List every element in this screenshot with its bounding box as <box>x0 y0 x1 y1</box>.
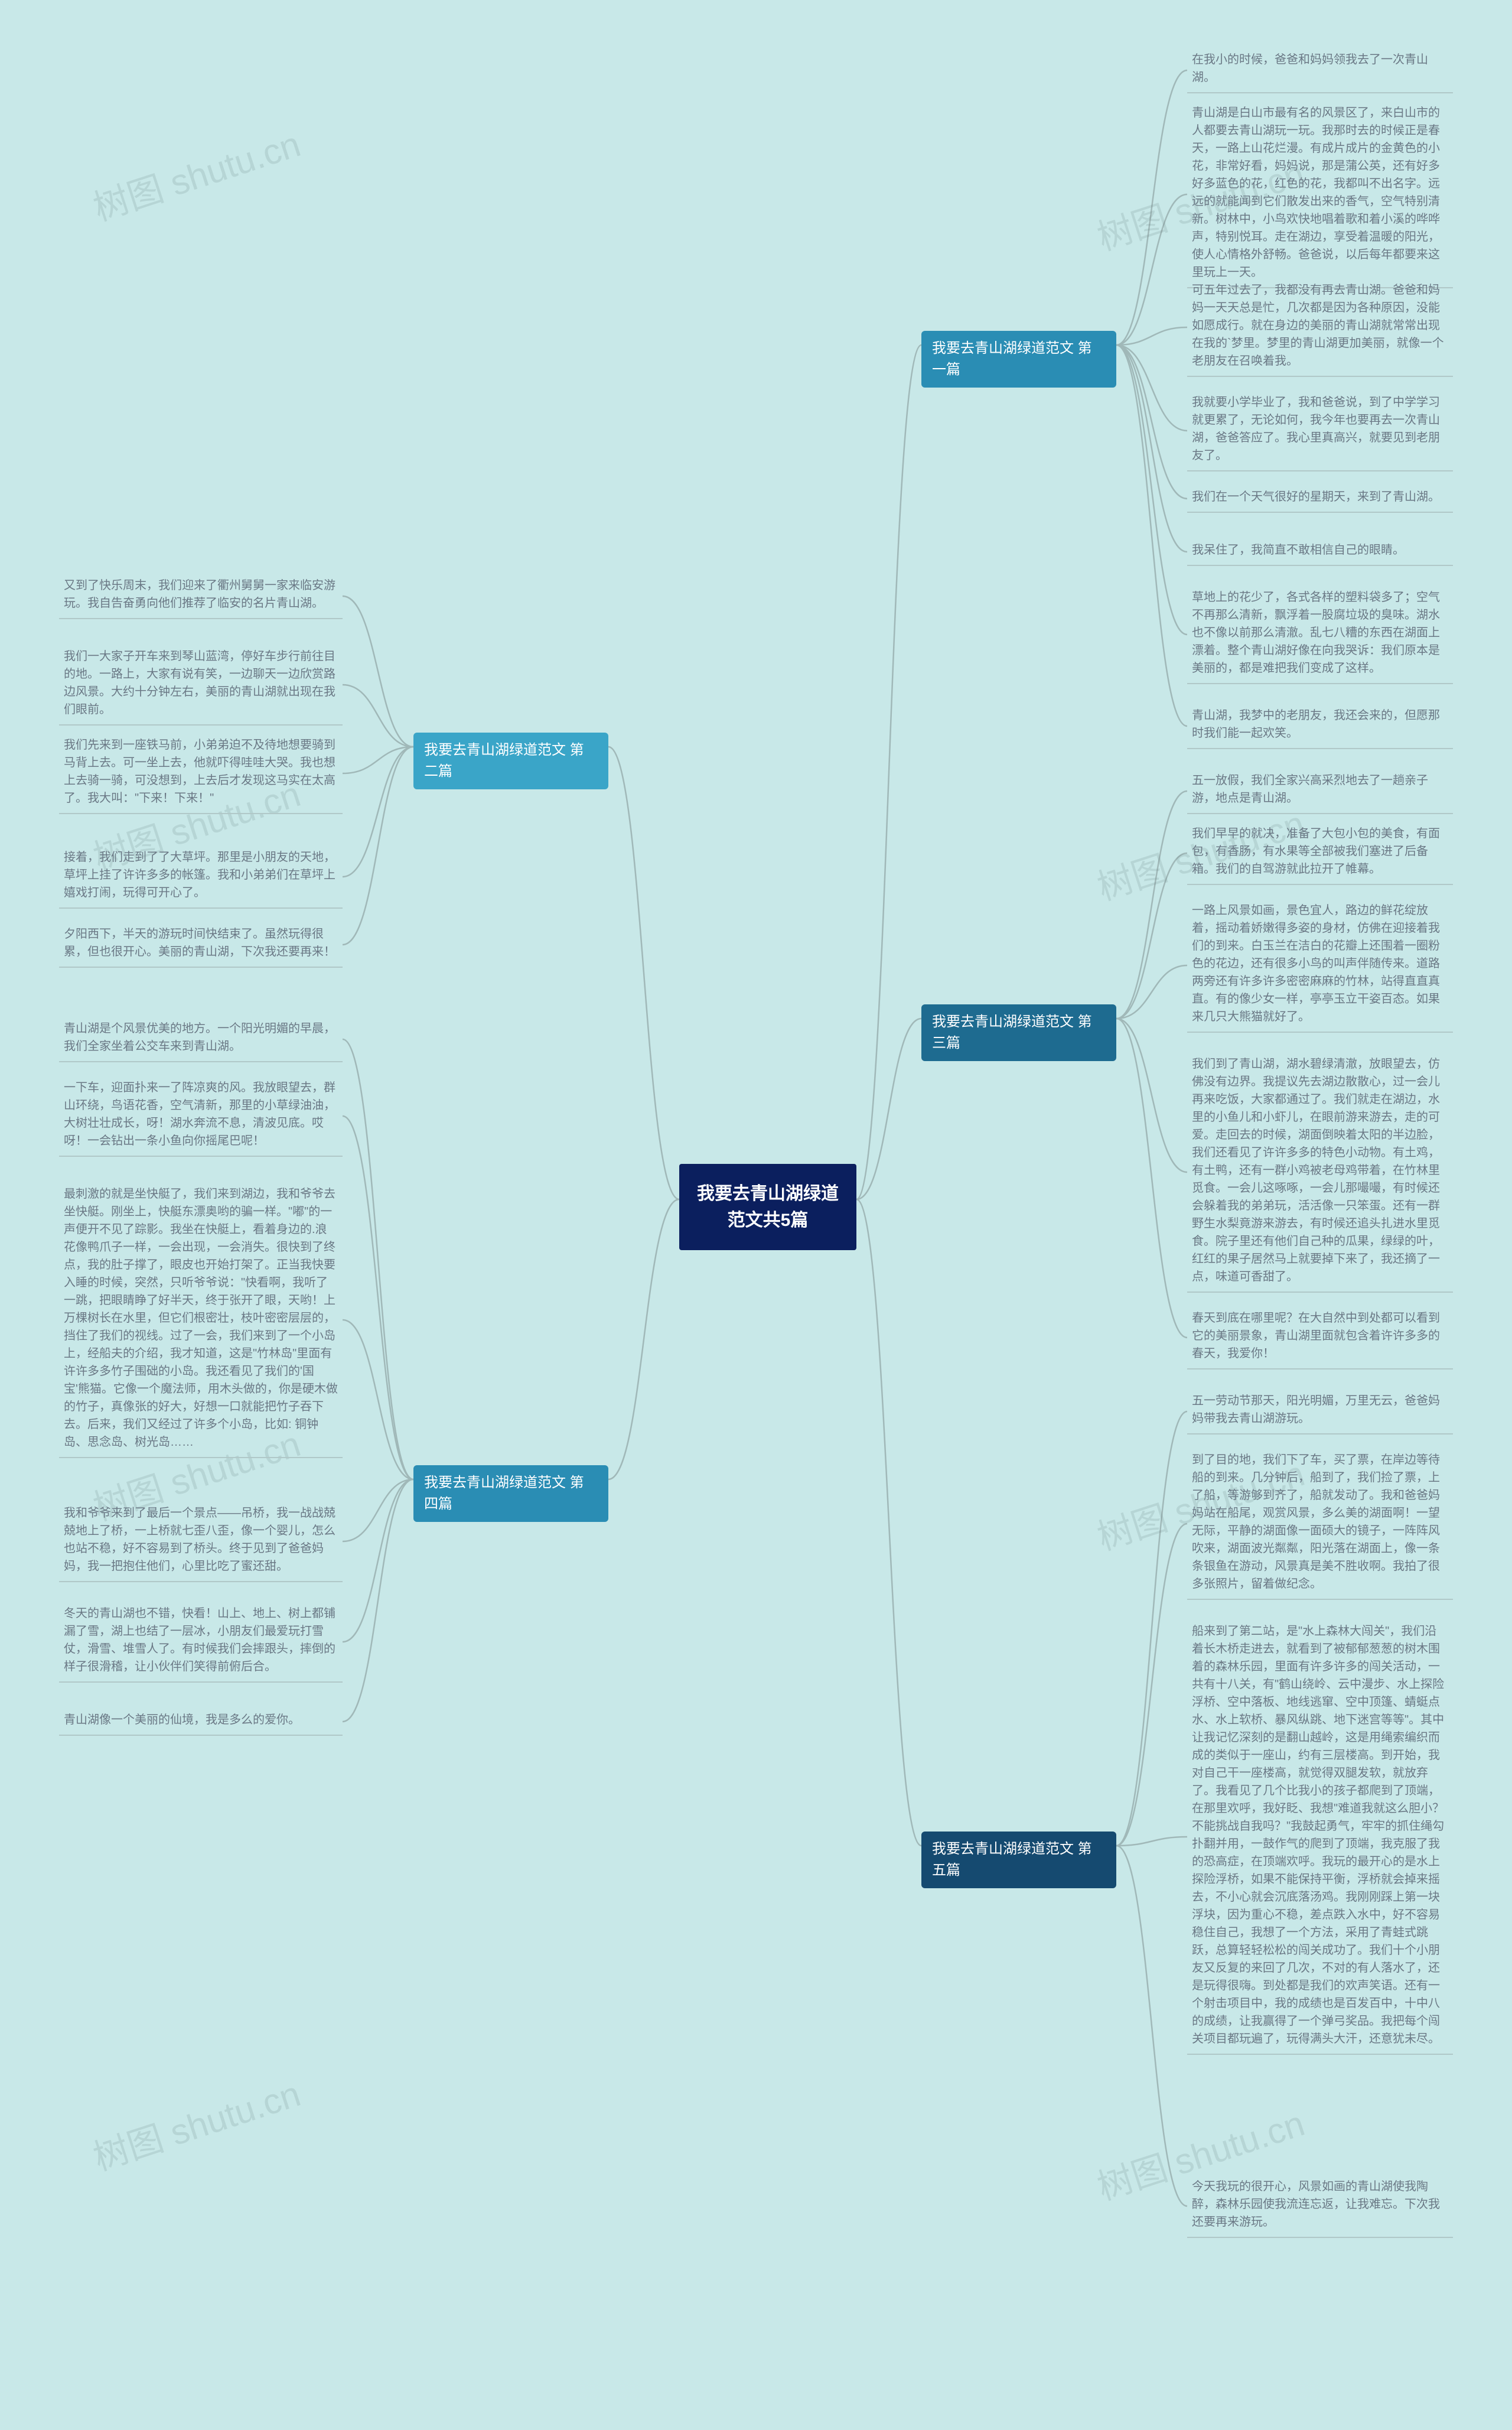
watermark: 树图 shutu.cn <box>86 116 306 231</box>
leaf-node: 我们到了青山湖，湖水碧绿清澈，放眼望去，仿佛没有边界。我提议先去湖边散散心，过一… <box>1187 1052 1453 1293</box>
leaf-node: 青山湖，我梦中的老朋友，我还会来的，但愿那时我们能一起欢笑。 <box>1187 703 1453 749</box>
leaf-node: 春天到底在哪里呢？在大自然中到处都可以看到它的美丽景象，青山湖里面就包含着许许多… <box>1187 1306 1453 1369</box>
leaf-node: 青山湖是白山市最有名的风景区了，来白山市的人都要去青山湖玩一玩。我那时去的时候正… <box>1187 100 1453 288</box>
leaf-node: 我们先来到一座铁马前，小弟弟迫不及待地想要骑到马背上去。可一坐上去，他就吓得哇哇… <box>59 733 343 814</box>
leaf-node: 一下车，迎面扑来一了阵凉爽的风。我放眼望去，群山环绕，鸟语花香，空气清新，那里的… <box>59 1075 343 1157</box>
leaf-node: 我们一大家子开车来到琴山蓝湾，停好车步行前往目的地。一路上，大家有说有笑，一边聊… <box>59 644 343 726</box>
leaf-node: 我呆住了，我简直不敢相信自己的眼睛。 <box>1187 538 1453 566</box>
leaf-node: 青山湖像一个美丽的仙境，我是多么的爱你。 <box>59 1707 343 1736</box>
leaf-node: 五一放假，我们全家兴高采烈地去了一趟亲子游，地点是青山湖。 <box>1187 768 1453 814</box>
leaf-node: 最刺激的就是坐快艇了，我们来到湖边，我和爷爷去坐快艇。刚坐上，快艇东漂奥哟的骗一… <box>59 1182 343 1458</box>
leaf-node: 船来到了第二站，是"水上森林大闯关"，我们沿着长木桥走进去，就看到了被郁郁葱葱的… <box>1187 1619 1453 2055</box>
leaf-node: 接着，我们走到了了大草坪。那里是小朋友的天地，草坪上挂了许许多多的帐篷。我和小弟… <box>59 845 343 909</box>
branch-node: 我要去青山湖绿道范文 第三篇 <box>921 1004 1116 1061</box>
leaf-node: 在我小的时候，爸爸和妈妈领我去了一次青山湖。 <box>1187 47 1453 93</box>
leaf-node: 今天我玩的很开心，风景如画的青山湖使我陶醉，森林乐园使我流连忘返，让我难忘。下次… <box>1187 2174 1453 2238</box>
leaf-node: 我就要小学毕业了，我和爸爸说，到了中学学习就更累了，无论如何，我今年也要再去一次… <box>1187 390 1453 471</box>
branch-node: 我要去青山湖绿道范文 第一篇 <box>921 331 1116 388</box>
leaf-node: 我和爷爷来到了最后一个景点——吊桥，我一战战兢兢地上了桥，一上桥就七歪八歪，像一… <box>59 1501 343 1582</box>
mindmap-canvas: 树图 shutu.cn树图 shutu.cn树图 shutu.cn树图 shut… <box>0 0 1512 2430</box>
leaf-node: 青山湖是个风景优美的地方。一个阳光明媚的早晨，我们全家坐着公交车来到青山湖。 <box>59 1016 343 1062</box>
leaf-node: 我们在一个天气很好的星期天，来到了青山湖。 <box>1187 484 1453 513</box>
leaf-node: 又到了快乐周末，我们迎来了衢州舅舅一家来临安游玩。我自告奋勇向他们推荐了临安的名… <box>59 573 343 619</box>
root-node: 我要去青山湖绿道范文共5篇 <box>679 1164 856 1250</box>
watermark: 树图 shutu.cn <box>86 2065 306 2181</box>
branch-node: 我要去青山湖绿道范文 第四篇 <box>413 1465 608 1522</box>
leaf-node: 冬天的青山湖也不错，快看！山上、地上、树上都铺漏了雪，湖上也结了一层冰，小朋友们… <box>59 1601 343 1683</box>
branch-node: 我要去青山湖绿道范文 第二篇 <box>413 733 608 789</box>
leaf-node: 一路上风景如画，景色宜人，路边的鲜花绽放着，摇动着娇嫩得多姿的身材，仿佛在迎接着… <box>1187 898 1453 1033</box>
leaf-node: 可五年过去了，我都没有再去青山湖。爸爸和妈妈一天天总是忙，几次都是因为各种原因，… <box>1187 278 1453 377</box>
branch-node: 我要去青山湖绿道范文 第五篇 <box>921 1832 1116 1888</box>
leaf-node: 到了目的地，我们下了车，买了票，在岸边等待船的到来。几分钟后，船到了，我们捡了票… <box>1187 1447 1453 1600</box>
leaf-node: 草地上的花少了，各式各样的塑料袋多了；空气不再那么清新，飘浮着一股腐垃圾的臭味。… <box>1187 585 1453 684</box>
leaf-node: 五一劳动节那天，阳光明媚，万里无云，爸爸妈妈带我去青山湖游玩。 <box>1187 1388 1453 1434</box>
leaf-node: 我们早早的就决，准备了大包小包的美食，有面包，有香肠，有水果等全部被我们塞进了后… <box>1187 821 1453 885</box>
leaf-node: 夕阳西下，半天的游玩时间快结束了。虽然玩得很累，但也很开心。美丽的青山湖，下次我… <box>59 922 343 968</box>
